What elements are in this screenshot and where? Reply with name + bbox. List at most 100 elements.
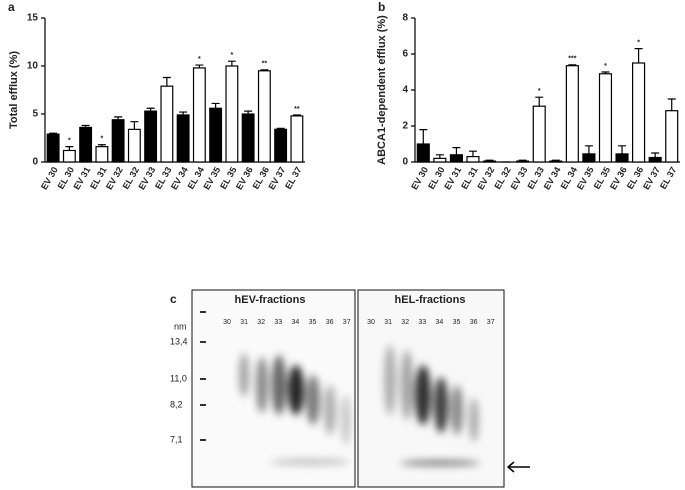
lane-label: 32 — [257, 319, 265, 326]
lane-label: 37 — [343, 319, 351, 326]
lane-label: 34 — [436, 319, 444, 326]
bar — [144, 110, 158, 163]
bar — [433, 157, 447, 163]
bar — [257, 70, 271, 163]
bar — [192, 67, 206, 163]
y-tick-label: 8 — [402, 13, 408, 24]
error-bar — [518, 159, 527, 162]
bar — [176, 114, 190, 163]
error-bar — [227, 60, 236, 66]
error-bar — [130, 121, 139, 130]
error-bar — [211, 102, 220, 109]
group-title: hEV-fractions — [235, 294, 306, 306]
bar — [482, 160, 497, 163]
significance: * — [604, 63, 607, 70]
bar — [209, 107, 223, 163]
error-bar — [485, 159, 494, 162]
bar — [95, 146, 109, 163]
arrow — [506, 461, 530, 473]
bar — [225, 65, 239, 163]
lane-label: 35 — [309, 319, 317, 326]
y-tick-label: 2 — [402, 121, 408, 132]
y-tick-label: 15 — [27, 13, 39, 24]
lane-label: 36 — [326, 319, 334, 326]
bar — [241, 113, 255, 163]
gel-image — [191, 289, 530, 488]
error-bar — [535, 96, 544, 107]
error-bar — [195, 64, 204, 68]
panel-label: c — [170, 292, 177, 306]
error-bar — [667, 98, 676, 111]
significance: * — [101, 136, 104, 143]
significance: ** — [294, 106, 300, 113]
bar — [466, 156, 480, 163]
error-bar — [146, 107, 155, 112]
error-bar — [468, 150, 477, 157]
error-bar — [276, 127, 285, 130]
error-bar — [584, 145, 593, 154]
lane-label: 37 — [487, 319, 495, 326]
bar — [416, 143, 430, 163]
bar — [160, 85, 174, 163]
y-tick-label: 6 — [402, 49, 408, 60]
marker-label: 8,2 — [170, 399, 183, 409]
y-tick-label: 0 — [402, 157, 408, 168]
marker-label: 11,0 — [170, 373, 187, 383]
marker-label: 7,1 — [170, 434, 183, 444]
error-bar — [568, 64, 577, 66]
panel-label: a — [8, 0, 15, 14]
bar — [532, 105, 546, 163]
bar — [648, 156, 662, 163]
error-bar — [114, 116, 123, 120]
bar — [111, 119, 125, 163]
lane-label: 31 — [240, 319, 248, 326]
x-tick-label: EL 37 — [658, 165, 679, 191]
unit-label: nm — [174, 321, 187, 331]
bar — [632, 62, 646, 163]
error-bar — [81, 124, 90, 128]
error-bar — [618, 145, 627, 154]
group-title: hEL-fractions — [395, 294, 466, 306]
error-bar — [65, 146, 74, 151]
bar — [549, 160, 563, 163]
error-bar — [162, 76, 171, 87]
bar — [565, 65, 579, 163]
error-bar — [179, 111, 188, 115]
bar — [127, 128, 141, 163]
panel-label: b — [378, 0, 385, 14]
bar — [516, 160, 530, 163]
error-bar — [435, 154, 444, 159]
error-bar — [260, 69, 269, 71]
significance: * — [538, 88, 541, 95]
x-tick-label: EL 37 — [283, 165, 304, 191]
lane-label: 35 — [453, 319, 461, 326]
bar — [615, 153, 629, 163]
error-bar — [419, 129, 428, 144]
significance: ** — [262, 61, 268, 68]
error-bar — [292, 114, 301, 116]
lane-label: 36 — [470, 319, 478, 326]
lane-label: 30 — [367, 319, 375, 326]
bar — [274, 128, 288, 163]
bar — [582, 153, 596, 163]
y-tick-label: 4 — [402, 85, 408, 96]
significance: * — [231, 52, 234, 59]
lane-label: 32 — [401, 319, 409, 326]
bar — [665, 110, 679, 163]
bar — [290, 115, 304, 163]
lane-label: 33 — [418, 319, 426, 326]
bar — [449, 154, 463, 163]
bar — [79, 126, 93, 163]
lane-label: 30 — [223, 319, 231, 326]
significance: * — [68, 137, 71, 144]
error-bar — [601, 71, 610, 74]
error-bar — [452, 147, 461, 155]
error-bar — [49, 132, 58, 135]
y-axis-label: ABCA1-dependent efflux (%) — [376, 15, 388, 165]
lane-label: 31 — [384, 319, 392, 326]
error-bar — [97, 144, 106, 147]
error-bar — [651, 152, 660, 158]
y-axis-label: Total efflux (%) — [8, 51, 20, 129]
y-tick-label: 0 — [32, 157, 38, 168]
